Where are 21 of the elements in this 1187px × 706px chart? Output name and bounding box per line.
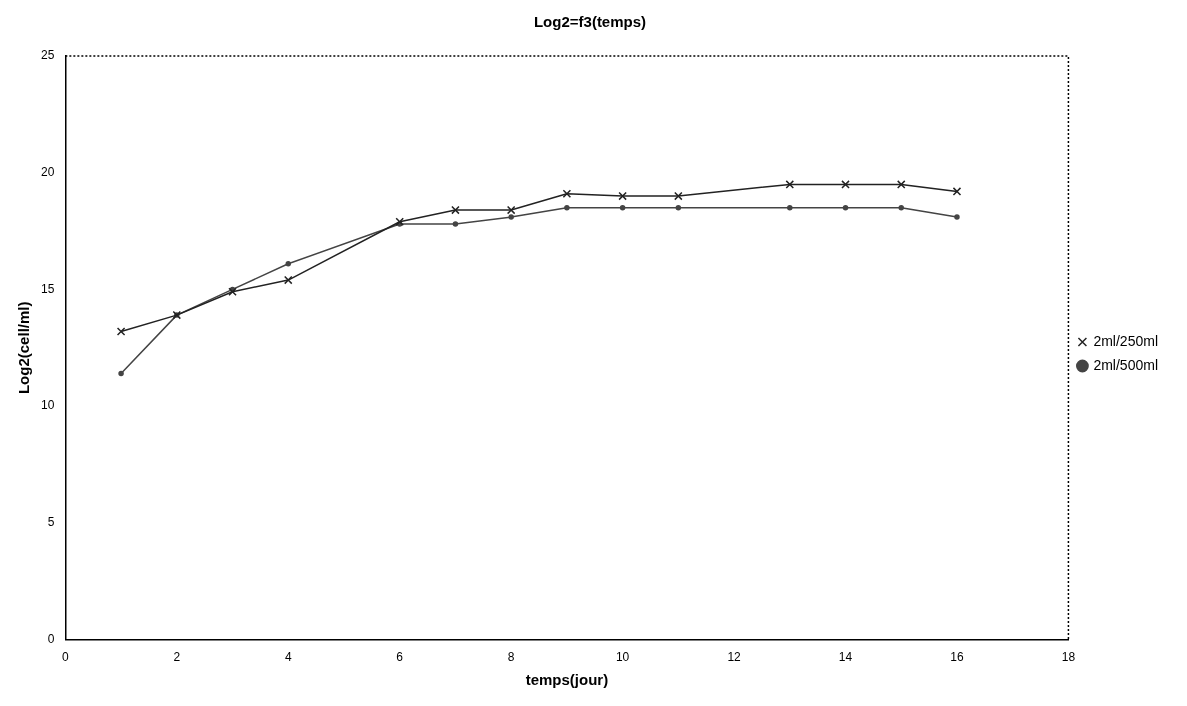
chart-title: Log2=f3(temps) (533, 13, 647, 31)
y-tick-label: 15 (40, 281, 55, 296)
legend-label: 2ml/500ml (1093, 356, 1159, 373)
x-tick-label: 2 (173, 650, 181, 665)
x-tick-label: 14 (838, 650, 853, 665)
x-tick-label: 12 (727, 650, 742, 665)
x-tick-label: 8 (507, 650, 515, 665)
legend-label: 2ml/250ml (1093, 332, 1159, 349)
y-axis-title: Log2(cell/ml) (15, 301, 33, 395)
x-tick-label: 4 (284, 650, 292, 665)
x-tick-label: 10 (615, 650, 630, 665)
y-tick-label: 5 (47, 515, 55, 530)
x-tick-label: 0 (62, 650, 69, 665)
x-axis-title: temps(jour) (525, 671, 609, 689)
y-tick-label: 25 (40, 48, 55, 63)
x-tick-label: 16 (950, 650, 964, 665)
y-tick-label: 10 (40, 398, 55, 413)
y-tick-label: 0 (47, 631, 55, 646)
x-tick-label: 6 (396, 650, 404, 665)
x-tick-label: 18 (1061, 650, 1076, 665)
y-tick-label: 20 (40, 165, 55, 180)
